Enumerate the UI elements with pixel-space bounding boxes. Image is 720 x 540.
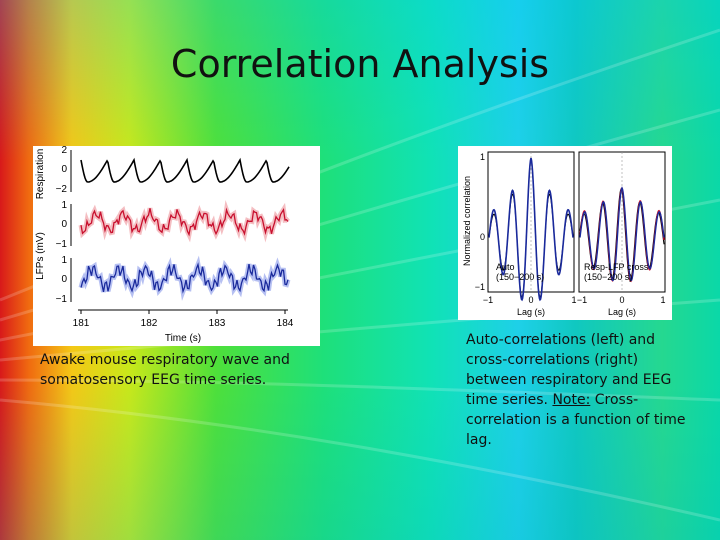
resp-ytick: −2 [56, 184, 68, 195]
time-series-plot: Respiration LFPs (mV) 2 0 −2 1 0 −1 1 0 … [35, 145, 294, 344]
auto-panel-label: Auto [496, 262, 515, 272]
time-series-figure: Respiration LFPs (mV) 2 0 −2 1 0 −1 1 0 … [33, 145, 320, 346]
lag-tick: 1 [660, 295, 665, 305]
blue-ytick: 0 [61, 274, 67, 285]
auto-correlation-blue [488, 157, 574, 302]
lag-tick: 0 [528, 295, 533, 305]
correlation-figure: Normalized correlation 1 0 −1 Auto (150−… [458, 146, 672, 320]
y-tick: 1 [480, 152, 485, 162]
cross-panel-range: (150−200 s) [584, 272, 632, 282]
blue-ytick: −1 [56, 294, 68, 305]
x-axis-label: Time (s) [165, 333, 201, 344]
x-tick: 183 [209, 318, 226, 329]
lfp-red-trace [80, 207, 289, 237]
y-tick: 0 [480, 232, 485, 242]
right-caption-text: Auto-correlations (left) and cross-corre… [466, 332, 672, 408]
y-tick: −1 [475, 282, 485, 292]
resp-ytick: 0 [61, 164, 67, 175]
lag-axis-label-left: Lag (s) [517, 307, 545, 317]
right-caption: Auto-correlations (left) and cross-corre… [466, 330, 686, 450]
lag-axis-label-right: Lag (s) [608, 307, 636, 317]
red-ytick: −1 [56, 239, 68, 250]
cross-correlation-blue [579, 186, 665, 282]
right-caption-note-text: Cross-correlation is a function of time … [466, 392, 686, 448]
x-tick: 184 [277, 318, 294, 329]
lfp-axis-label: LFPs (mV) [35, 232, 46, 280]
red-ytick: 0 [61, 219, 67, 230]
correlation-plot: Normalized correlation 1 0 −1 Auto (150−… [462, 151, 666, 317]
left-caption: Awake mouse respiratory wave and somatos… [40, 352, 290, 388]
cross-panel-label: Resp-LFP cross [584, 262, 649, 272]
x-tick: 182 [141, 318, 158, 329]
lfp-blue-trace [80, 262, 289, 294]
slide-title: Correlation Analysis [170, 42, 550, 86]
respiration-axis-label: Respiration [35, 149, 46, 200]
auto-panel-range: (150−200 s) [496, 272, 544, 282]
red-ytick: 1 [61, 200, 67, 211]
blue-ytick: 1 [61, 255, 67, 266]
lag-tick: −1 [577, 295, 587, 305]
x-tick: 181 [73, 318, 90, 329]
lag-tick: 0 [619, 295, 624, 305]
correlation-y-label: Normalized correlation [462, 176, 472, 266]
lag-tick: 1 [571, 295, 576, 305]
note-label: Note: [552, 392, 591, 408]
lag-tick: −1 [483, 295, 493, 305]
respiration-trace [80, 157, 290, 183]
resp-ytick: 2 [61, 146, 67, 156]
